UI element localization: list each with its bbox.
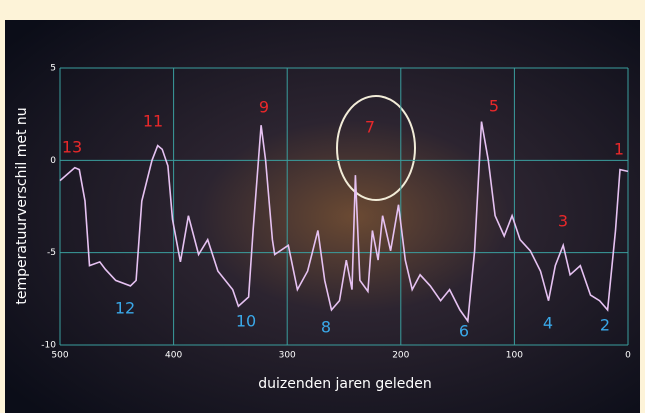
x-tick-label: 500 <box>51 351 68 361</box>
stage-label: 3 <box>558 212 568 231</box>
y-tick-label: -5 <box>47 248 56 258</box>
x-tick-label: 400 <box>165 351 182 361</box>
stage-label: 10 <box>236 312 256 331</box>
stage-label: 1 <box>614 140 624 159</box>
stage-label: 12 <box>115 299 135 318</box>
stage-label: 9 <box>259 98 269 117</box>
stage-label: 5 <box>489 97 499 116</box>
stage-label: 11 <box>143 112 163 131</box>
y-tick-label: 5 <box>50 64 56 74</box>
stage-label: 2 <box>600 316 610 335</box>
background <box>5 20 640 413</box>
x-axis-label: duizenden jaren geleden <box>258 376 432 392</box>
y-tick-label: -10 <box>41 341 56 351</box>
stage-label: 7 <box>365 118 375 137</box>
x-tick-label: 300 <box>279 351 296 361</box>
x-tick-label: 0 <box>625 351 631 361</box>
y-tick-label: 0 <box>50 156 56 166</box>
stage-label: 13 <box>62 138 82 157</box>
x-tick-label: 200 <box>392 351 409 361</box>
stage-label: 4 <box>543 314 553 333</box>
y-axis-label: temperatuurverschil met nu <box>14 107 30 304</box>
chart: duizenden jaren geleden temperatuurversc… <box>0 0 645 413</box>
stage-label: 6 <box>459 322 469 341</box>
x-tick-label: 100 <box>506 351 523 361</box>
stage-label: 8 <box>321 318 331 337</box>
